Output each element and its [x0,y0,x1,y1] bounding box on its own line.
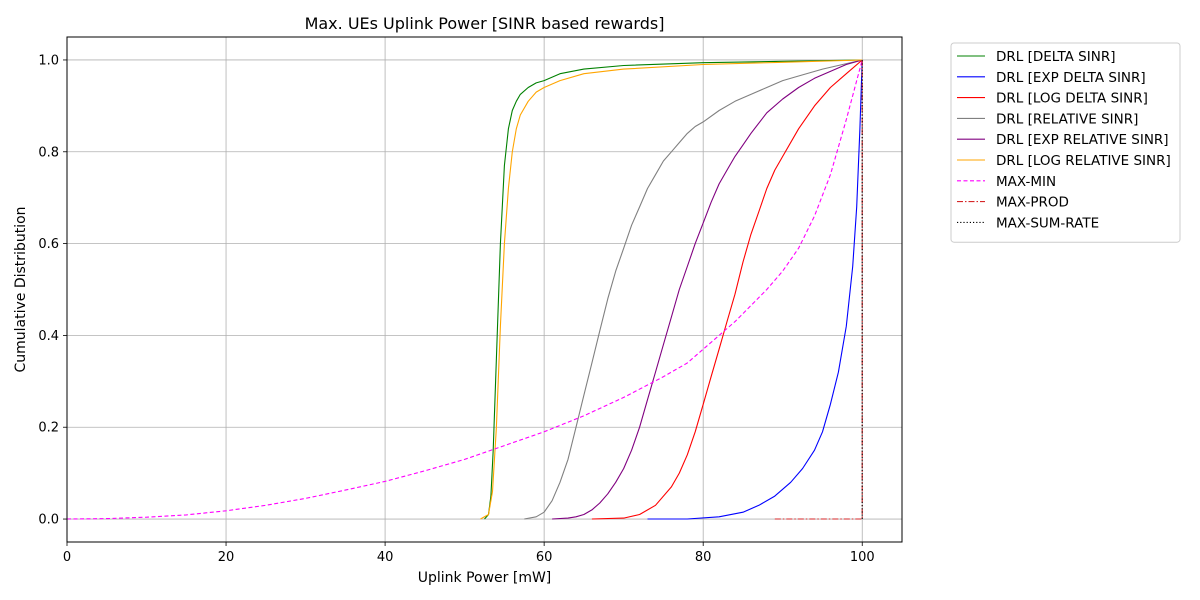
y-axis-ticks: 0.0 0.2 0.4 0.6 0.8 1.0 [38,53,67,528]
series-layer [66,59,863,520]
legend-label-drl-log-delta-sinr: DRL [LOG DELTA SINR] [996,91,1148,107]
legend-label-drl-delta-sinr: DRL [DELTA SINR] [996,49,1115,65]
y-tick-label: 0.0 [38,513,59,528]
series-line-drl-exp-relative-sinr [552,59,863,520]
series-line-max-prod [774,60,863,520]
x-axis-ticks: 0 20 40 60 80 100 [63,542,875,565]
y-tick-label: 0.2 [38,421,59,436]
series-line-drl-log-relative-sinr [480,59,863,520]
series-line-max-min [66,59,863,520]
y-tick-label: 0.4 [38,329,59,344]
x-tick-label: 100 [850,550,875,565]
y-tick-label: 1.0 [38,53,59,68]
plot-frame [66,36,903,543]
legend-label-drl-relative-sinr: DRL [RELATIVE SINR] [996,111,1138,127]
y-axis-title: Cumulative Distribution [13,206,29,372]
y-tick-label: 0.6 [38,237,59,252]
series-line-drl-exp-delta-sinr [647,59,863,520]
legend-label-drl-log-relative-sinr: DRL [LOG RELATIVE SINR] [996,153,1171,169]
legend-label-drl-exp-relative-sinr: DRL [EXP RELATIVE SINR] [996,132,1169,148]
x-tick-label: 0 [63,550,71,565]
plot-area [67,37,902,542]
x-tick-label: 40 [377,550,394,565]
legend-label-max-min: MAX-MIN [996,174,1056,190]
y-tick-label: 0.8 [38,145,59,160]
legend-box [950,42,1181,243]
series-line-drl-log-delta-sinr [591,59,863,520]
x-axis-title: Uplink Power [mW] [418,570,552,586]
legend-label-max-sum-rate: MAX-SUM-RATE [996,215,1099,231]
chart-title: Max. UEs Uplink Power [SINR based reward… [305,14,665,33]
legend-label-drl-exp-delta-sinr: DRL [EXP DELTA SINR] [996,70,1146,86]
x-tick-label: 20 [218,550,235,565]
series-line-drl-delta-sinr [484,59,863,520]
legend-label-max-prod: MAX-PROD [996,195,1069,211]
x-tick-label: 80 [695,550,712,565]
legend: DRL [DELTA SINR] DRL [EXP DELTA SINR] DRL … [950,42,1181,243]
series-line-drl-relative-sinr [524,59,863,520]
x-tick-label: 60 [536,550,553,565]
